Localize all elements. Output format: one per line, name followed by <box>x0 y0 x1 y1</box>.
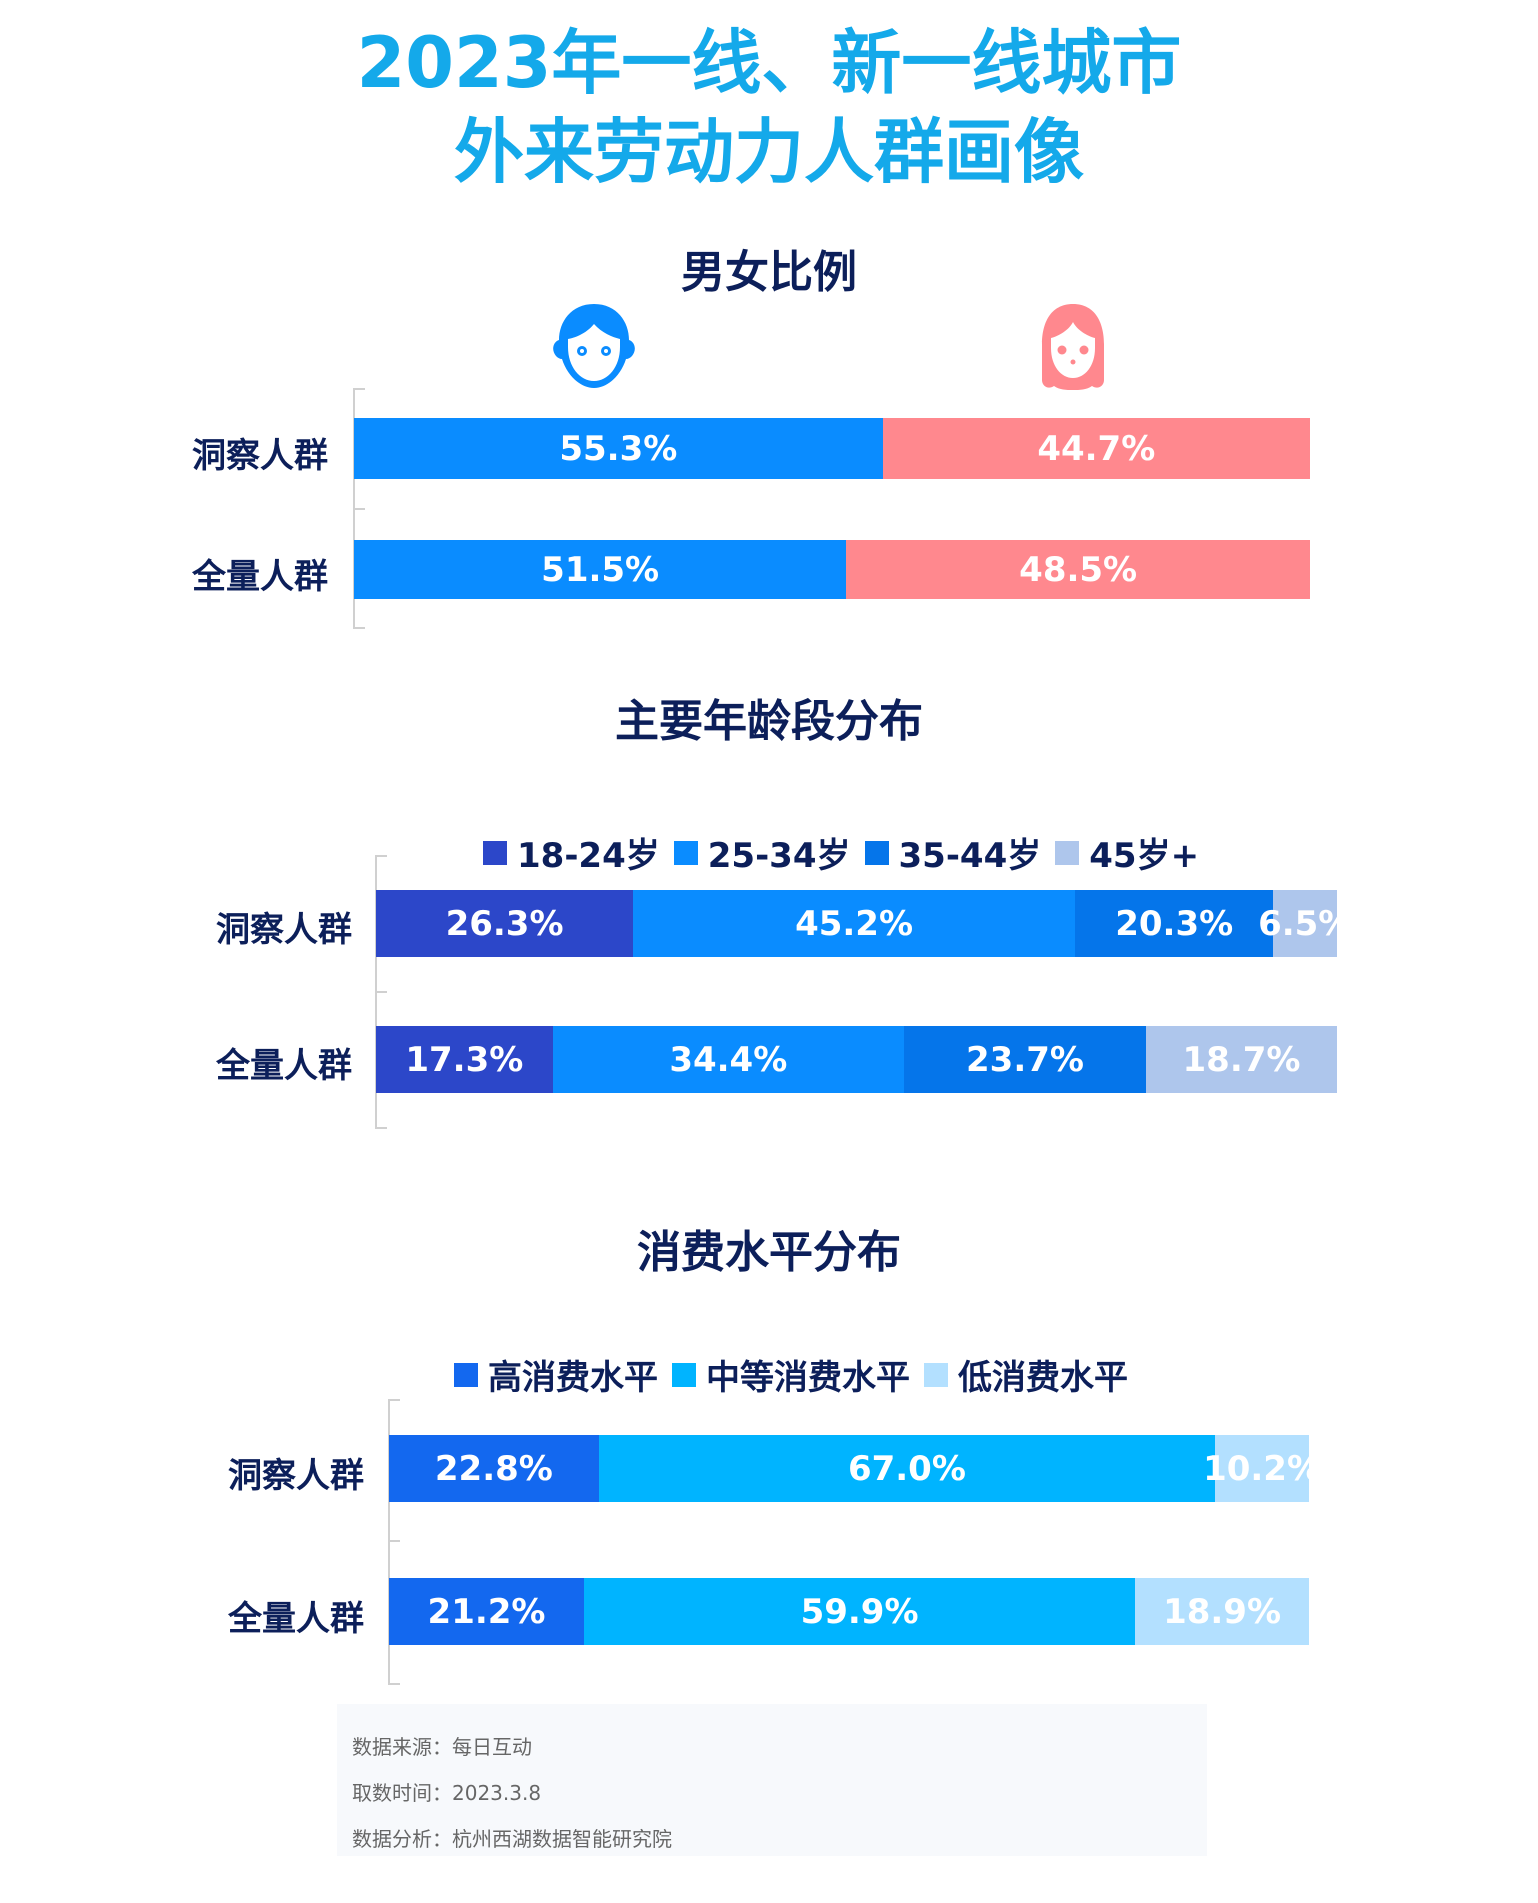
bar-segment: 55.3% <box>354 418 883 479</box>
title-line-1: 2023年一线、新一线城市 <box>356 22 1182 104</box>
data-label: 48.5% <box>1019 549 1138 590</box>
consumption-bar: 21.2% 59.9% 18.9% <box>389 1578 1309 1645</box>
axis-tick <box>375 991 387 993</box>
legend-swatch <box>864 840 889 865</box>
gender-bar: 55.3% 44.7% <box>354 418 1310 479</box>
data-label: 45.2% <box>795 903 914 944</box>
consumption-axis <box>388 1399 390 1685</box>
legend-swatch <box>1055 840 1080 865</box>
footer-notes: 数据来源：每日互动 取数时间：2023.3.8 数据分析：杭州西湖数据智能研究院 <box>337 1704 1207 1856</box>
data-label: 59.9% <box>800 1591 919 1632</box>
gender-chart-title: 男女比例 <box>681 247 857 298</box>
legend-item: 中等消费水平 <box>672 1350 910 1399</box>
data-label: 22.8% <box>434 1448 553 1489</box>
legend-label: 25-34岁 <box>707 836 851 876</box>
row-label: 洞察人群 <box>228 1456 364 1496</box>
bar-segment: 51.5% <box>354 540 847 599</box>
data-label: 6.5% <box>1258 903 1353 944</box>
bar-segment: 17.3% <box>376 1026 553 1093</box>
footer-analysis: 数据分析：杭州西湖数据智能研究院 <box>352 1827 672 1851</box>
consumption-chart-title: 消费水平分布 <box>637 1227 901 1278</box>
data-label: 18.7% <box>1182 1039 1301 1080</box>
legend-swatch <box>924 1362 948 1387</box>
bar-segment: 18.9% <box>1135 1578 1309 1645</box>
gender-bar: 51.5% 48.5% <box>354 540 1310 599</box>
bar-segment: 18.7% <box>1146 1026 1337 1093</box>
data-label: 17.3% <box>405 1039 524 1080</box>
legend-swatch <box>673 840 698 865</box>
bar-segment: 23.7% <box>903 1026 1146 1093</box>
data-label: 10.2% <box>1203 1448 1322 1489</box>
data-label: 18.9% <box>1163 1591 1282 1632</box>
data-label: 21.2% <box>427 1591 546 1632</box>
axis-tick <box>375 1127 387 1129</box>
footer-source: 数据来源：每日互动 <box>352 1735 532 1759</box>
data-label: 20.3% <box>1115 903 1234 944</box>
row-label: 全量人群 <box>216 1046 352 1086</box>
bar-segment: 21.2% <box>389 1578 585 1645</box>
age-bar: 26.3% 45.2% 20.3% 6.5% <box>376 890 1352 957</box>
legend-swatch <box>454 1362 478 1387</box>
bar-segment: 59.9% <box>584 1578 1136 1645</box>
row-label: 洞察人群 <box>216 910 352 950</box>
bar-segment: 22.8% <box>389 1435 599 1502</box>
row-label: 全量人群 <box>228 1599 364 1639</box>
axis-tick <box>353 627 365 629</box>
bar-segment: 20.3% <box>1074 890 1274 957</box>
legend-item: 45岁+ <box>1055 828 1199 877</box>
axis-tick <box>353 388 365 390</box>
axis-tick <box>388 1399 400 1401</box>
legend-item: 18-24岁 <box>483 828 660 877</box>
data-label: 26.3% <box>445 903 564 944</box>
data-label: 44.7% <box>1037 428 1156 469</box>
legend-item: 低消费水平 <box>924 1350 1128 1399</box>
data-label: 67.0% <box>847 1448 966 1489</box>
data-label: 55.3% <box>559 428 678 469</box>
axis-tick <box>353 508 365 510</box>
consumption-legend: 高消费水平 中等消费水平 低消费水平 <box>454 1350 1128 1399</box>
legend-label: 45岁+ <box>1089 836 1200 876</box>
bar-segment: 44.7% <box>882 418 1310 479</box>
legend-item: 35-44岁 <box>864 828 1042 877</box>
legend-item: 高消费水平 <box>454 1350 658 1399</box>
legend-label: 中等消费水平 <box>706 1358 910 1398</box>
female-icon <box>1042 304 1104 390</box>
legend-swatch <box>672 1362 696 1387</box>
age-bar: 17.3% 34.4% 23.7% 18.7% <box>376 1026 1337 1093</box>
axis-tick <box>388 1540 400 1542</box>
legend-swatch <box>483 840 507 865</box>
bar-segment: 34.4% <box>552 1026 904 1093</box>
footer-date: 取数时间：2023.3.8 <box>352 1781 542 1805</box>
data-label: 34.4% <box>669 1039 788 1080</box>
title-line-2: 外来劳动力人群画像 <box>454 111 1084 193</box>
consumption-bar: 22.8% 67.0% 10.2% <box>389 1435 1321 1502</box>
bar-segment: 45.2% <box>633 890 1075 957</box>
data-label: 23.7% <box>966 1039 1084 1080</box>
legend-label: 35-44岁 <box>898 836 1042 876</box>
legend-item: 25-34岁 <box>673 828 851 877</box>
axis-tick <box>375 855 387 857</box>
data-label: 51.5% <box>541 549 660 590</box>
row-label: 全量人群 <box>192 557 328 597</box>
axis-tick <box>388 1683 400 1685</box>
age-legend: 18-24岁 25-34岁 35-44岁 45岁+ <box>483 828 1199 877</box>
bar-segment: 10.2% <box>1203 1435 1321 1502</box>
bar-segment: 67.0% <box>598 1435 1216 1502</box>
male-icon <box>553 304 635 388</box>
legend-label: 高消费水平 <box>488 1358 658 1398</box>
bar-segment: 6.5% <box>1258 890 1352 957</box>
bar-segment: 48.5% <box>846 540 1310 599</box>
bar-segment: 26.3% <box>376 890 634 957</box>
legend-label: 低消费水平 <box>958 1358 1128 1398</box>
legend-label: 18-24岁 <box>517 836 660 876</box>
age-chart-title: 主要年龄段分布 <box>615 696 923 747</box>
row-label: 洞察人群 <box>192 436 328 476</box>
